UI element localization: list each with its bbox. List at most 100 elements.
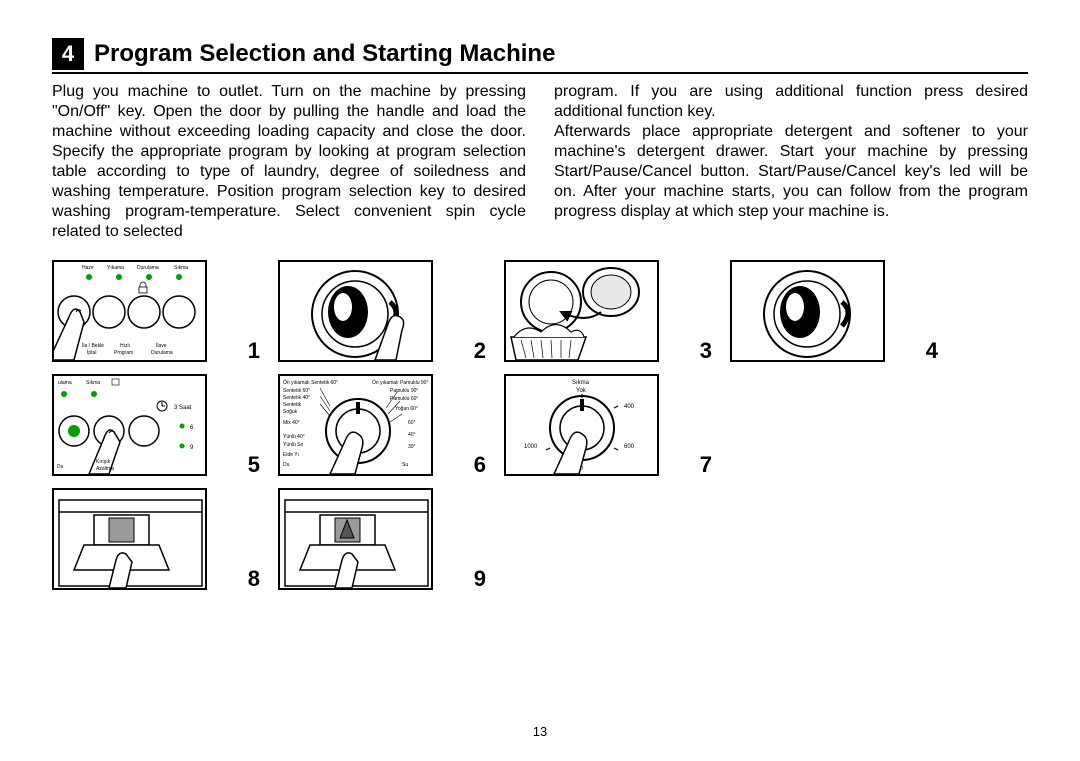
section-header: 4 Program Selection and Starting Machine: [52, 38, 1028, 74]
label: 600: [624, 444, 635, 450]
figure-row-3: 8 9: [52, 488, 1028, 590]
label: 30°: [408, 444, 416, 450]
label: Elde Yı: [283, 452, 299, 458]
label-hazir: Hazır: [82, 265, 94, 271]
label: 6: [190, 425, 194, 431]
figure-number: 6: [474, 452, 486, 478]
label: Program: [114, 350, 133, 356]
button-icon: [129, 416, 159, 446]
figure-number: 5: [248, 452, 260, 478]
figure-cell-6: Ön yıkamalı Sentetik 60° Sentetik 60° Se…: [278, 374, 486, 476]
label: Hızlı: [120, 343, 130, 349]
figure-cell-1: Hazır Yıkama Durulama Sıkma: [52, 260, 260, 362]
label: Yünlü So: [283, 442, 304, 448]
label: Du: [57, 464, 64, 470]
label: Yünlü 40°: [283, 434, 305, 440]
label: Su: [402, 462, 408, 468]
label: Durulama: [151, 350, 173, 356]
button-icon: [93, 296, 125, 328]
dial-pointer-icon: [356, 402, 360, 414]
led-icon: [180, 444, 185, 449]
figure-2: [278, 260, 433, 362]
label: 3 Saat: [174, 405, 192, 411]
label: Soğuk: [283, 409, 298, 415]
label: 1000: [524, 444, 538, 450]
figure-number: 8: [248, 566, 260, 592]
figure-number: 2: [474, 338, 486, 364]
button-icon: [163, 296, 195, 328]
basket-icon: [511, 337, 586, 360]
label: Sentetik 60°: [283, 388, 310, 394]
label-yikama: Yıkama: [107, 265, 124, 271]
page-number: 13: [0, 724, 1080, 739]
label: Yoğun 60°: [395, 406, 418, 412]
door-small-icon: [112, 379, 119, 385]
button-icon: [128, 296, 160, 328]
label: Yok: [576, 388, 587, 394]
lock-icon: [140, 282, 146, 287]
figure-row-1: Hazır Yıkama Durulama Sıkma: [52, 260, 1028, 362]
figures-grid: Hazır Yıkama Durulama Sıkma: [52, 260, 1028, 590]
led-icon: [61, 391, 67, 397]
figure-cell-4: 4: [730, 260, 938, 362]
label: Sıkma: [572, 380, 590, 386]
figure-number: 4: [926, 338, 938, 364]
led-icon: [116, 274, 122, 280]
figure-number: 1: [248, 338, 260, 364]
figure-cell-3: 3: [504, 260, 712, 362]
figure-3: [504, 260, 659, 362]
label: Sentetik 40°: [283, 395, 310, 401]
led-icon: [180, 424, 185, 429]
body-columns: Plug you machine to outlet. Turn on the …: [52, 82, 1028, 242]
figure-cell-8: 8: [52, 488, 260, 590]
section-title: Program Selection and Starting Machine: [94, 40, 555, 68]
page: 4 Program Selection and Starting Machine…: [0, 0, 1080, 622]
figure-1: Hazır Yıkama Durulama Sıkma: [52, 260, 207, 362]
figure-cell-7: Sıkma Yok 400 600 800 1000: [504, 374, 712, 476]
label-sikma: Sıkma: [174, 265, 188, 271]
label: Sentetik: [283, 402, 302, 408]
label: İptal: [87, 349, 96, 356]
label: Ön yıkamalı Pamuklu 90°: [372, 379, 428, 386]
figure-number: 7: [700, 452, 712, 478]
led-icon: [68, 425, 80, 437]
label: Azaltma: [96, 466, 114, 472]
figure-row-2: ulama Sıkma 3 Saat 6 9: [52, 374, 1028, 476]
figure-cell-9: 9: [278, 488, 486, 590]
figure-9: [278, 488, 433, 590]
figure-6: Ön yıkamalı Sentetik 60° Sentetik 60° Se…: [278, 374, 433, 476]
led-icon: [146, 274, 152, 280]
label: ulama: [58, 380, 72, 386]
body-col-1: Plug you machine to outlet. Turn on the …: [52, 82, 526, 242]
label: Pamuklu 90°: [390, 388, 418, 394]
label: 40°: [408, 432, 416, 438]
label: 9: [190, 445, 194, 451]
led-icon: [91, 391, 97, 397]
label: İlave: [156, 342, 167, 349]
body-col-2: program. If you are using additional fun…: [554, 82, 1028, 242]
label-durulama: Durulama: [137, 265, 159, 271]
figure-cell-5: ulama Sıkma 3 Saat 6 9: [52, 374, 260, 476]
led-icon: [176, 274, 182, 280]
label: Mix 40°: [283, 420, 300, 426]
laundry-icon: [514, 325, 584, 338]
label: Du: [283, 462, 290, 468]
figure-number: 9: [474, 566, 486, 592]
section-number-badge: 4: [52, 38, 84, 70]
figure-number: 3: [700, 338, 712, 364]
figure-4: [730, 260, 885, 362]
figure-cell-2: 2: [278, 260, 486, 362]
label: 400: [624, 404, 635, 410]
drawer-compartment-icon: [109, 518, 134, 542]
label: Kırışık: [96, 459, 111, 465]
figure-7: Sıkma Yok 400 600 800 1000: [504, 374, 659, 476]
figure-8: [52, 488, 207, 590]
label: İla / Bekle: [82, 342, 104, 349]
label: Ön yıkamalı Sentetik 60°: [283, 379, 338, 386]
drum-inner-icon: [529, 280, 573, 324]
label: Sıkma: [86, 380, 100, 386]
door-reflect-icon: [334, 293, 352, 321]
dial-pointer-icon: [580, 399, 584, 411]
open-door-inner-icon: [591, 275, 631, 309]
figure-5: ulama Sıkma 3 Saat 6 9: [52, 374, 207, 476]
